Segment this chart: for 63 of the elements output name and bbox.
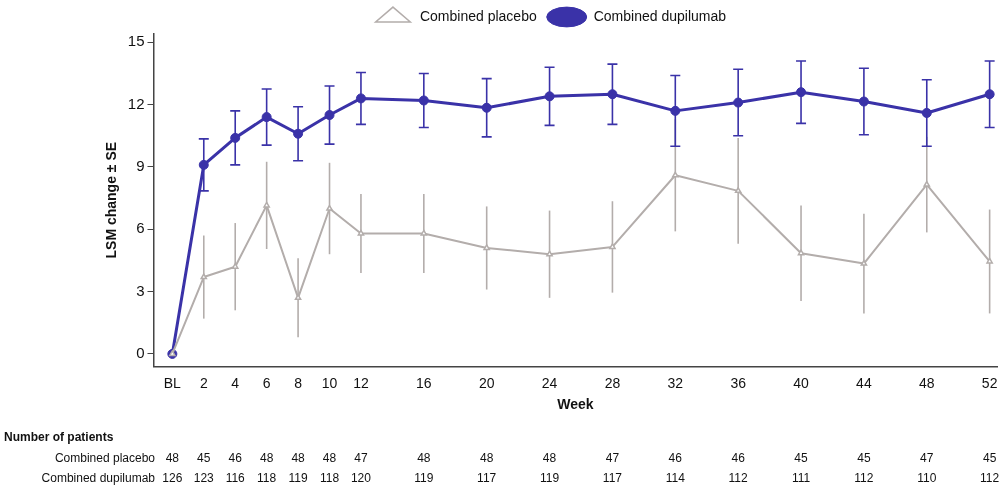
point (734, 187, 742, 194)
x-tick-label: 28 (604, 374, 621, 391)
text: Number of patients (4, 430, 114, 444)
point (481, 102, 492, 113)
y-tick-label: 12 (127, 94, 145, 112)
y-tick-label: 0 (136, 344, 145, 362)
point (418, 95, 429, 106)
y-tick-label: 9 (136, 157, 145, 175)
x-tick-label: 40 (793, 374, 810, 391)
x-tick-label: 6 (262, 374, 271, 391)
x-tick-label: 52 (981, 374, 998, 391)
point (293, 128, 304, 139)
y-tick-label: 3 (136, 281, 145, 299)
text: 126 123 116 118 119 118 120 119 117 119 117 114 112 111 112 110 112 (162, 471, 1000, 485)
point (357, 229, 365, 236)
point (200, 273, 208, 280)
y-axis-title: LSM change ± SE (103, 141, 120, 259)
point (984, 89, 995, 100)
point (231, 262, 239, 269)
point (921, 107, 932, 118)
point (670, 105, 681, 116)
x-tick-label: 10 (321, 374, 338, 391)
x-tick-label: 4 (231, 374, 240, 391)
point (230, 132, 241, 143)
point (420, 229, 428, 236)
point (858, 96, 869, 107)
text: 48 45 46 48 48 48 47 48 48 48 47 46 46 45 45 47 45 (165, 451, 997, 465)
point (671, 171, 679, 178)
x-tick-label: 12 (353, 374, 369, 391)
x-tick-label: 48 (918, 374, 935, 391)
point (261, 112, 272, 123)
point (986, 257, 993, 264)
x-tick-label: 36 (730, 374, 747, 391)
point (326, 204, 333, 211)
point (733, 97, 744, 108)
point (860, 259, 868, 266)
point (609, 243, 616, 250)
x-tick-label: BL (163, 374, 182, 391)
text: Combined dupilumab (41, 471, 155, 485)
y-tick-label: 6 (136, 219, 145, 237)
x-tick-label: 16 (416, 374, 432, 391)
point (483, 244, 491, 251)
point (546, 250, 553, 257)
point (324, 110, 335, 121)
x-tick-label: 20 (478, 374, 495, 391)
x-tick-label: 32 (667, 374, 684, 391)
point (923, 180, 931, 187)
x-tick-label: 24 (541, 374, 558, 391)
x-tick-label: 2 (199, 374, 208, 391)
legend-label: Combined placebo (419, 7, 537, 24)
x-tick-label: 44 (856, 374, 872, 391)
y-tick-label: 15 (127, 32, 145, 50)
x-axis-title: Week (557, 396, 594, 413)
point (607, 89, 618, 100)
point (198, 159, 209, 170)
point (797, 249, 805, 256)
point (263, 201, 270, 208)
text: Combined placebo (54, 451, 155, 465)
point (355, 93, 366, 104)
x-tick-label: 8 (294, 374, 303, 391)
legend-label: Combined dupilumab (593, 7, 727, 24)
point (796, 87, 807, 98)
point (544, 91, 555, 102)
